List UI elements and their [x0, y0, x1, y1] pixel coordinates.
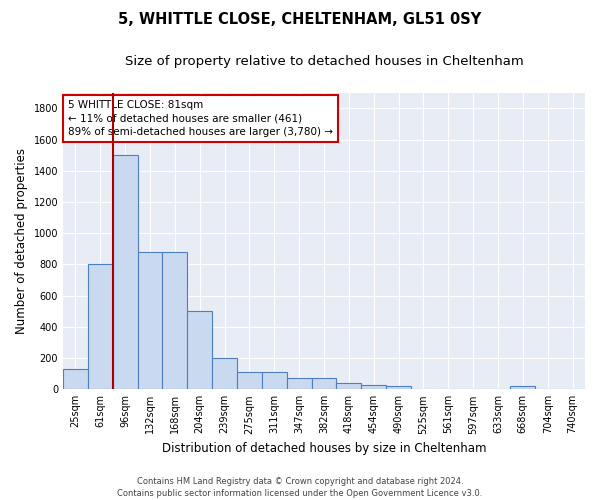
Text: 5, WHITTLE CLOSE, CHELTENHAM, GL51 0SY: 5, WHITTLE CLOSE, CHELTENHAM, GL51 0SY — [118, 12, 482, 28]
Bar — [237, 372, 262, 390]
Title: Size of property relative to detached houses in Cheltenham: Size of property relative to detached ho… — [125, 55, 523, 68]
Bar — [436, 388, 461, 390]
Text: 5 WHITTLE CLOSE: 81sqm
← 11% of detached houses are smaller (461)
89% of semi-de: 5 WHITTLE CLOSE: 81sqm ← 11% of detached… — [68, 100, 333, 136]
Bar — [163, 252, 187, 390]
Bar — [63, 369, 88, 390]
Bar — [361, 384, 386, 390]
X-axis label: Distribution of detached houses by size in Cheltenham: Distribution of detached houses by size … — [162, 442, 486, 455]
Bar — [113, 155, 137, 390]
Bar — [485, 388, 511, 390]
Bar — [311, 378, 337, 390]
Text: Contains HM Land Registry data © Crown copyright and database right 2024.
Contai: Contains HM Land Registry data © Crown c… — [118, 476, 482, 498]
Bar — [511, 386, 535, 390]
Bar — [461, 388, 485, 390]
Bar — [535, 388, 560, 390]
Bar — [88, 264, 113, 390]
Bar — [287, 378, 311, 390]
Bar — [411, 388, 436, 390]
Bar — [386, 386, 411, 390]
Bar — [212, 358, 237, 390]
Y-axis label: Number of detached properties: Number of detached properties — [15, 148, 28, 334]
Bar — [137, 252, 163, 390]
Bar — [337, 383, 361, 390]
Bar — [262, 372, 287, 390]
Bar — [187, 312, 212, 390]
